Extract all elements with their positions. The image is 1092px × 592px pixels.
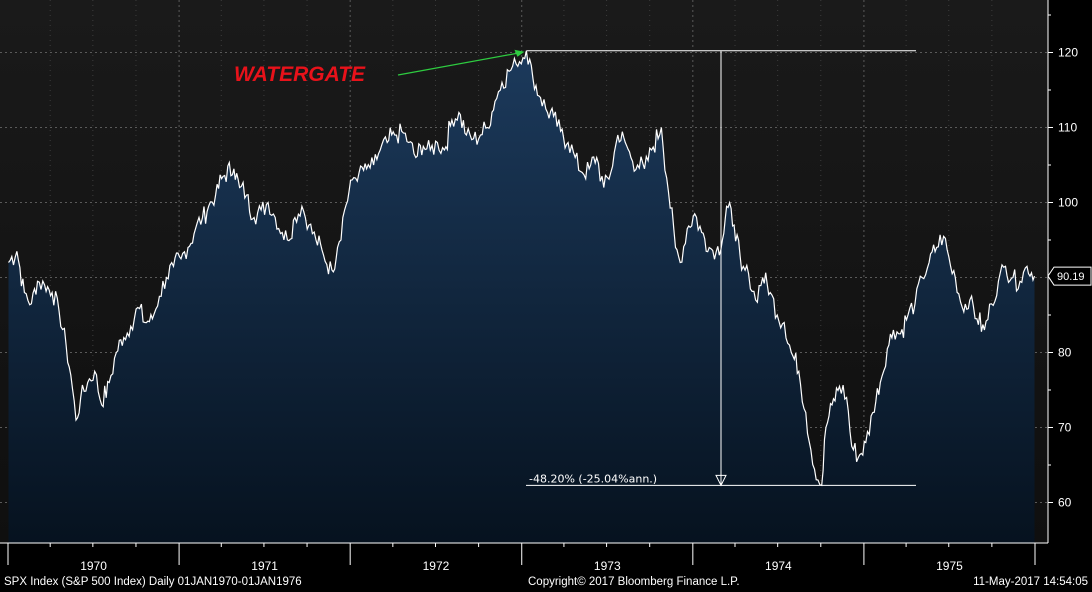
y-tick-label: 80 — [1058, 346, 1072, 360]
y-tick-label: 110 — [1058, 121, 1077, 135]
watergate-arrowhead — [514, 49, 525, 57]
last-value-marker: 90.19 — [1047, 266, 1092, 286]
watergate-arrow — [397, 52, 521, 76]
x-tick-label: 1973 — [594, 559, 621, 573]
series-line — [8, 50, 1036, 487]
footer-timestamp: 11-May-2017 14:54:05 — [973, 576, 1088, 588]
x-tick-label: 1975 — [936, 559, 963, 573]
x-tick-label: 1970 — [80, 559, 107, 573]
drawdown-label: -48.20% (-25.04%ann.) — [529, 472, 657, 485]
series-area — [8, 50, 1035, 543]
last-value-label: 90.19 — [1057, 271, 1085, 283]
watergate-label: WATERGATE — [234, 63, 366, 86]
y-tick-label: 70 — [1058, 421, 1072, 435]
price-chart: 6070809010011012019701971197219731974197… — [0, 0, 1092, 573]
x-tick-label: 1974 — [765, 559, 792, 573]
y-tick-label: 120 — [1058, 46, 1078, 60]
y-tick-label: 100 — [1058, 196, 1078, 210]
footer: SPX Index (S&P 500 Index) Daily 01JAN197… — [0, 574, 1092, 592]
drawdown-arrowhead — [715, 474, 727, 487]
footer-security-info: SPX Index (S&P 500 Index) Daily 01JAN197… — [4, 576, 302, 588]
x-tick-label: 1971 — [251, 559, 278, 573]
last-value-box — [1047, 266, 1092, 286]
footer-copyright: Copyright© 2017 Bloomberg Finance L.P. — [528, 576, 740, 588]
annotations: WATERGATE -48.20% (-25.04%ann.) — [234, 49, 916, 487]
x-tick-label: 1972 — [423, 559, 450, 573]
y-tick-label: 60 — [1058, 496, 1072, 510]
